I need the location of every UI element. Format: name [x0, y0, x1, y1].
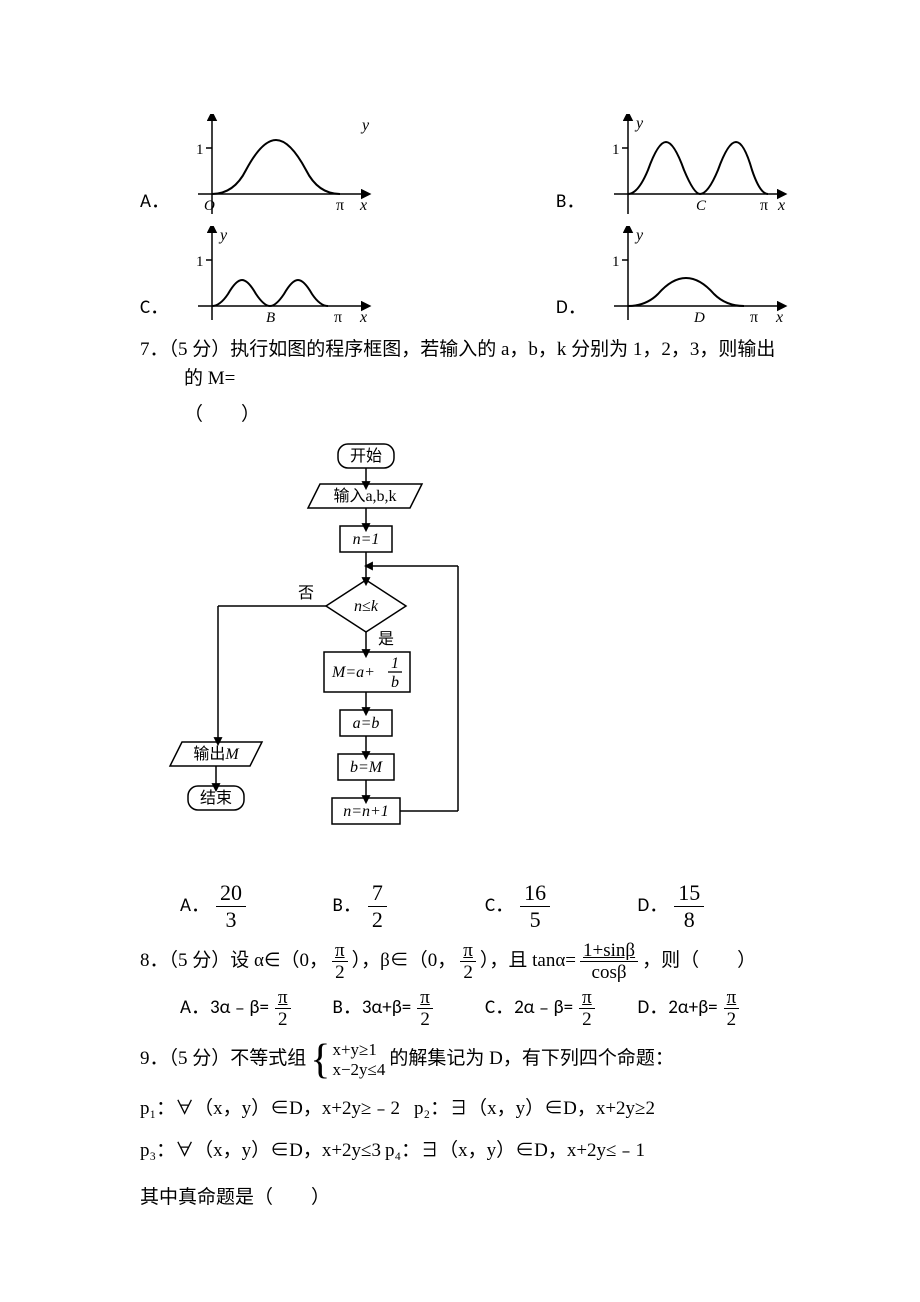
- svg-text:B: B: [266, 310, 275, 326]
- q8-frac2: π2: [460, 941, 476, 982]
- q7-text: 7．（5 分）执行如图的程序框图，若输入的 a，b，k 分别为 1，2，3，则输…: [140, 336, 790, 393]
- svg-text:π: π: [750, 309, 758, 326]
- svg-text:x: x: [359, 309, 367, 326]
- q8-frac1: π2: [332, 941, 348, 982]
- q8-opt-D: D．2α+β= π2: [638, 988, 791, 1029]
- svg-text:x: x: [359, 197, 367, 214]
- q6-label-D: D．: [556, 294, 596, 327]
- q8-t4: ，则（ ）: [642, 947, 756, 976]
- svg-text:D: D: [693, 310, 705, 326]
- q9-text: 9．（5 分）不等式组 { x+y≥1 x−2y≤4 的解集记为 D，有下列四个…: [140, 1039, 790, 1081]
- svg-text:1: 1: [196, 142, 204, 158]
- q8-opt-B: B．3α+β= π2: [333, 988, 486, 1029]
- q7-options: A． 203 B． 72 C． 165 D． 158: [180, 882, 790, 931]
- q6-row1: A． 1 y π x O B． 1 y C π: [140, 114, 790, 220]
- q8-t1: 8．（5 分）设 α∈（0，: [140, 947, 328, 976]
- svg-text:b=M: b=M: [350, 759, 384, 776]
- svg-text:C: C: [696, 198, 707, 214]
- q8-opt-C: C．2α﹣β= π2: [485, 988, 638, 1029]
- svg-text:π: π: [334, 309, 342, 326]
- svg-text:π: π: [760, 197, 768, 214]
- svg-text:π: π: [336, 197, 344, 214]
- q7-flowchart: 开始 输入a,b,k n=1 n≤k 是 否 输出M 结束 M=a+ 1 b a: [158, 438, 478, 878]
- q8-frac3: 1+sinβcosβ: [580, 941, 638, 982]
- svg-text:否: 否: [298, 585, 314, 602]
- q6-row2: C． 1 y B π x D． 1 y D π x: [140, 226, 790, 326]
- svg-text:1: 1: [612, 142, 620, 158]
- svg-text:n≤k: n≤k: [354, 598, 379, 615]
- svg-text:是: 是: [378, 631, 394, 648]
- svg-text:1: 1: [391, 655, 399, 672]
- svg-text:y: y: [634, 227, 644, 244]
- q8-t2: ），β∈（0，: [352, 947, 457, 976]
- svg-text:b: b: [391, 674, 399, 691]
- q6-graph-B: 1 y C π x: [600, 114, 790, 220]
- q9-p12: p₁：∀（x，y）∈D，x+2y≥﹣2 p₂：∃（x，y）∈D，x+2y≥2: [140, 1095, 790, 1124]
- q9-t1: 9．（5 分）不等式组: [140, 1045, 306, 1074]
- svg-text:M=a+: M=a+: [331, 664, 375, 681]
- q8-options: A．3α﹣β= π2 B．3α+β= π2 C．2α﹣β= π2 D．2α+β=…: [180, 988, 790, 1029]
- q7-opt-D: D． 158: [638, 882, 791, 931]
- svg-text:1: 1: [196, 254, 204, 270]
- svg-text:O: O: [204, 198, 215, 214]
- q6-graph-A: 1 y π x O: [184, 114, 374, 220]
- q9-t2: 的解集记为 D，有下列四个命题：: [389, 1045, 673, 1074]
- svg-text:n=1: n=1: [353, 531, 380, 548]
- q9-tail: 其中真命题是（ ）: [140, 1184, 790, 1213]
- svg-text:y: y: [634, 115, 644, 132]
- q7-paren: （ ）: [140, 401, 790, 430]
- svg-text:n=n+1: n=n+1: [343, 803, 389, 820]
- svg-text:x: x: [775, 309, 783, 326]
- q6-label-B: B．: [556, 188, 596, 221]
- svg-text:结束: 结束: [200, 789, 232, 807]
- svg-text:开始: 开始: [350, 447, 382, 465]
- q7-opt-B: B． 72: [333, 882, 486, 931]
- svg-text:输出M: 输出M: [193, 745, 240, 763]
- svg-text:输入a,b,k: 输入a,b,k: [333, 487, 396, 505]
- q6-graph-C: 1 y B π x: [184, 226, 374, 326]
- q8-t3: ），且 tanα=: [480, 947, 576, 976]
- q9-p34: p₃：∀（x，y）∈D，x+2y≤3 p₄：∃（x，y）∈D，x+2y≤﹣1: [140, 1137, 790, 1166]
- svg-text:x: x: [777, 197, 785, 214]
- q9-cases: { x+y≥1 x−2y≤4: [310, 1039, 385, 1081]
- q6-graph-D: 1 y D π x: [600, 226, 790, 326]
- q6-label-A: A．: [140, 188, 180, 221]
- q7-opt-A: A． 203: [180, 882, 333, 931]
- q7-opt-C: C． 165: [485, 882, 638, 931]
- svg-text:1: 1: [612, 254, 620, 270]
- q6-label-C: C．: [140, 294, 180, 327]
- q8-opt-A: A．3α﹣β= π2: [180, 988, 333, 1029]
- q7-text-1: 7．（5 分）执行如图的程序框图，若输入的 a，b，k 分别为 1，2，3，则输…: [140, 339, 775, 389]
- svg-text:a=b: a=b: [353, 715, 380, 732]
- q8-text: 8．（5 分）设 α∈（0， π2 ），β∈（0， π2 ），且 tanα= 1…: [140, 941, 790, 982]
- svg-text:y: y: [218, 227, 228, 244]
- svg-text:y: y: [360, 117, 370, 134]
